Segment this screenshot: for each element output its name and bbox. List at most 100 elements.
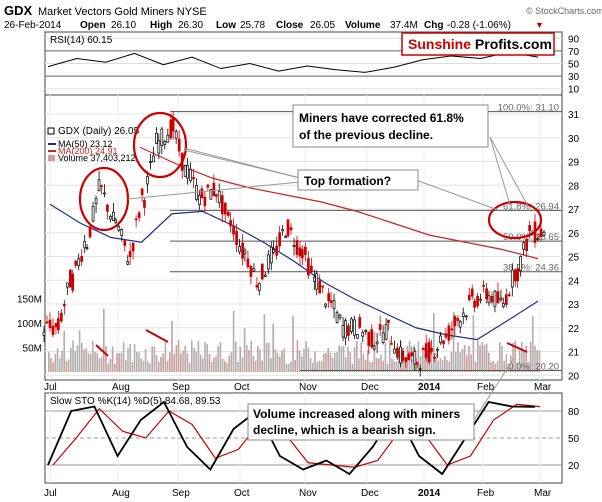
volume-bar: [274, 349, 277, 372]
candle-body: [528, 225, 531, 232]
x-axis-label: Jul: [44, 488, 57, 499]
volume-bar: [538, 350, 541, 372]
chg-label: Chg: [424, 20, 443, 31]
volume-bar: [292, 315, 294, 372]
legend-ma50: MA(50) 23.12: [58, 139, 113, 149]
rsi-tick-label: 90: [568, 34, 580, 45]
volume-bar: [479, 345, 481, 372]
volume-bar: [345, 357, 347, 372]
volume-bar: [204, 342, 206, 372]
volume-bar: [320, 361, 323, 372]
volume-bar: [496, 361, 499, 372]
volume-bar: [437, 360, 439, 372]
volume-bar: [470, 354, 472, 372]
x-axis-label: Nov: [299, 488, 317, 499]
volume-bar: [459, 352, 461, 372]
candle-body: [80, 256, 84, 262]
candle-body: [174, 131, 178, 139]
volume-bar: [369, 361, 371, 372]
candle-body: [217, 190, 221, 203]
fib-label: 0.0%: 20.20: [508, 362, 559, 373]
volume-bar: [364, 359, 367, 372]
candle-body: [289, 227, 293, 231]
candle-body: [263, 274, 267, 277]
volume-bar: [94, 352, 96, 372]
sunshine-profits-logo: Sunshine Profits.com: [401, 32, 555, 56]
price-tick-label: 31: [568, 110, 580, 121]
candle-body: [48, 319, 52, 328]
candle-body: [324, 303, 328, 307]
candle-body: [83, 240, 87, 249]
x-axis-label: Mar: [534, 488, 552, 499]
candle-body: [442, 340, 445, 345]
candle-body: [112, 211, 115, 221]
volume-bar: [532, 315, 534, 372]
volume-bar: [162, 353, 164, 372]
candle-body: [171, 117, 175, 132]
volume-bar: [175, 345, 178, 372]
x-axis-label: Sep: [172, 488, 190, 499]
volume-bar: [360, 342, 362, 372]
security-name: Market Vectors Gold Miners NYSE: [38, 6, 207, 18]
volume-bar: [279, 356, 281, 372]
candle-body: [177, 138, 181, 152]
sto-label: Slow STO %K(14) %D(5) 84.68, 89.53: [50, 396, 221, 407]
candle-body: [60, 312, 63, 322]
sto-tick-label: 80: [568, 407, 580, 418]
candle-body: [476, 295, 479, 307]
volume-bar: [103, 308, 105, 372]
volume-bar: [446, 359, 448, 372]
volume-bar: [435, 352, 437, 372]
volume-bar: [404, 360, 406, 372]
candle-body: [152, 155, 155, 163]
volume-bar: [305, 341, 307, 372]
svg-text:Miners have corrected 61.8%: Miners have corrected 61.8%: [299, 111, 464, 125]
volume-bar: [63, 330, 65, 372]
candle-body: [155, 132, 158, 144]
volume-bar: [298, 350, 301, 372]
volume-bar: [261, 360, 263, 372]
price-tick-label: 30: [568, 134, 580, 145]
volume-bar: [303, 348, 305, 372]
volume-bar: [331, 357, 334, 372]
volume-bar: [226, 363, 228, 372]
x-axis-label: Dec: [361, 382, 379, 393]
volume-bar: [485, 343, 488, 372]
candle-body: [410, 352, 414, 357]
volume-bar: [457, 342, 459, 372]
candle-body: [232, 225, 235, 235]
volume-bar: [439, 358, 442, 372]
volume-bar: [61, 350, 63, 372]
volume-bar: [477, 340, 479, 372]
legend-volume: Volume 37,403,212: [58, 153, 136, 163]
candle-body: [453, 316, 457, 327]
candle-body: [358, 317, 362, 328]
candle-body: [249, 266, 253, 277]
volume-bar: [85, 348, 87, 372]
candle-body: [214, 194, 218, 197]
volume-bar: [382, 360, 384, 372]
volume-bar: [235, 341, 237, 372]
candle-body: [131, 242, 135, 252]
candle-body: [415, 362, 419, 365]
volume-bar: [290, 361, 292, 372]
candle-body: [42, 331, 46, 336]
volume-bar: [188, 362, 191, 372]
candle-body: [499, 297, 503, 301]
open-value: 26.10: [111, 20, 136, 31]
candle-body: [458, 321, 462, 328]
volume-bar: [138, 352, 140, 372]
volume-bar: [133, 344, 136, 372]
volume-bar: [386, 363, 389, 372]
candle-body: [223, 202, 227, 215]
svg-text:Volume increased along with mi: Volume increased along with miners: [253, 407, 460, 421]
rsi-tick-label: 30: [568, 72, 580, 83]
volume-bar: [164, 342, 167, 372]
volume-bar: [314, 351, 316, 372]
quote-date: 26-Feb-2014: [4, 20, 62, 31]
volume-label: Volume: [345, 20, 381, 31]
candle-body: [387, 319, 390, 323]
candle-body: [88, 226, 92, 238]
price-tick-label: 21: [568, 348, 580, 359]
candle-body: [384, 324, 388, 340]
